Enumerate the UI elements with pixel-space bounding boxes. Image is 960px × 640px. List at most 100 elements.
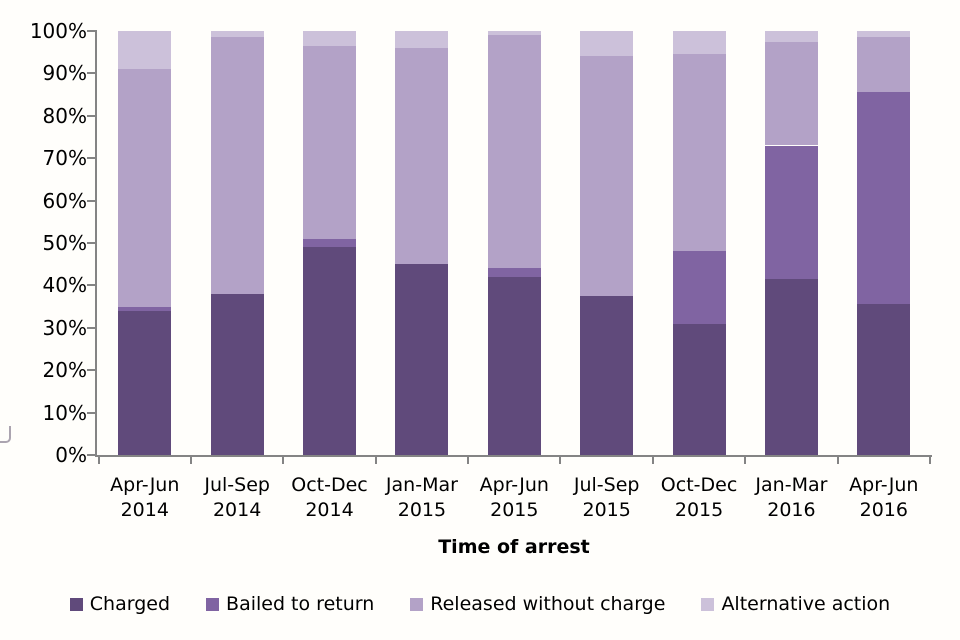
bar-oct-dec-2014 bbox=[303, 31, 357, 455]
y-tick-label-70: 70% bbox=[42, 146, 87, 171]
x-tick-mark-1 bbox=[189, 457, 192, 464]
segment-alternative-action bbox=[764, 31, 818, 42]
y-tick-mark-10 bbox=[87, 411, 95, 414]
bar-apr-jun-2016 bbox=[857, 31, 911, 455]
x-axis-line bbox=[95, 455, 932, 457]
x-label-quarter: Jan-Mar bbox=[385, 474, 458, 496]
y-tick-label-100: 100% bbox=[29, 19, 87, 43]
segment-released-without-charge bbox=[487, 35, 541, 269]
y-tick-label-40: 40% bbox=[42, 273, 87, 298]
segment-alternative-action bbox=[395, 31, 449, 48]
y-tick-mark-50 bbox=[87, 242, 95, 244]
x-tick-mark-3 bbox=[374, 457, 377, 464]
x-tick-mark-2 bbox=[282, 457, 285, 464]
legend-label-charged: Charged bbox=[89, 593, 171, 615]
bar-oct-dec-2015 bbox=[672, 31, 726, 455]
bar-jan-mar-2016 bbox=[764, 31, 818, 455]
x-label-year: 2015 bbox=[582, 499, 631, 521]
segment-bailed-to-return bbox=[672, 251, 726, 324]
x-label-year: 2014 bbox=[120, 499, 169, 521]
y-tick-label-60: 60% bbox=[42, 188, 87, 213]
segment-charged bbox=[764, 279, 818, 455]
x-label-quarter: Apr-Jun bbox=[479, 474, 549, 496]
legend-item-released-without-charge: Released without charge bbox=[410, 593, 665, 615]
x-tick-mark-9 bbox=[929, 457, 931, 464]
y-tick-mark-0 bbox=[87, 454, 95, 456]
y-axis-title-clipped-glyph bbox=[0, 426, 11, 443]
segment-bailed-to-return bbox=[857, 92, 911, 305]
x-label-quarter: Apr-Jun bbox=[110, 474, 180, 496]
x-tick-mark-0 bbox=[97, 457, 100, 464]
segment-alternative-action bbox=[672, 31, 726, 55]
legend-item-charged: Charged bbox=[69, 593, 171, 615]
legend-swatch-released-without-charge bbox=[410, 597, 424, 611]
x-label-jan-mar-2016: Jan-Mar 2016 bbox=[731, 473, 851, 523]
x-label-quarter: Apr-Jun bbox=[849, 474, 919, 496]
legend-label-released-without-charge: Released without charge bbox=[430, 593, 666, 615]
x-label-jul-sep-2015: Jul-Sep 2015 bbox=[547, 473, 667, 523]
segment-bailed-to-return bbox=[303, 238, 357, 248]
bar-apr-jun-2015 bbox=[487, 31, 541, 455]
x-label-year: 2015 bbox=[397, 499, 447, 521]
x-axis-title: Time of arrest bbox=[438, 536, 590, 558]
x-label-apr-jun-2014: Apr-Jun 2014 bbox=[85, 473, 205, 523]
segment-charged bbox=[303, 247, 357, 455]
segment-bailed-to-return bbox=[764, 145, 818, 280]
bar-jan-mar-2015 bbox=[395, 31, 449, 455]
y-tick-mark-80 bbox=[87, 114, 95, 117]
segment-released-without-charge bbox=[118, 69, 172, 307]
y-tick-label-90: 90% bbox=[42, 61, 87, 86]
x-tick-mark-6 bbox=[651, 457, 654, 464]
segment-alternative-action bbox=[303, 31, 357, 46]
x-label-apr-jun-2015: Apr-Jun 2015 bbox=[454, 473, 574, 523]
x-label-year: 2014 bbox=[212, 499, 262, 521]
bar-apr-jun-2014 bbox=[118, 31, 172, 455]
x-tick-mark-8 bbox=[836, 457, 839, 464]
legend-label-alternative-action: Alternative action bbox=[721, 593, 891, 615]
segment-released-without-charge bbox=[580, 56, 634, 296]
segment-charged bbox=[118, 310, 172, 455]
segment-charged bbox=[580, 296, 634, 455]
x-tick-mark-4 bbox=[467, 457, 470, 464]
x-label-quarter: Jul-Sep bbox=[573, 474, 640, 496]
segment-released-without-charge bbox=[764, 41, 818, 146]
y-tick-label-80: 80% bbox=[42, 103, 87, 128]
x-label-quarter: Oct-Dec bbox=[291, 474, 368, 496]
x-label-jul-sep-2014: Jul-Sep 2014 bbox=[177, 473, 297, 523]
y-axis-line bbox=[95, 30, 97, 457]
x-label-oct-dec-2015: Oct-Dec 2015 bbox=[639, 473, 759, 523]
segment-charged bbox=[395, 264, 449, 455]
x-label-apr-jun-2016: Apr-Jun 2016 bbox=[824, 473, 944, 523]
x-label-year: 2016 bbox=[859, 499, 908, 521]
y-tick-label-50: 50% bbox=[42, 231, 87, 255]
segment-charged bbox=[210, 293, 264, 455]
segment-bailed-to-return bbox=[118, 306, 172, 311]
segment-released-without-charge bbox=[395, 47, 449, 265]
x-tick-mark-5 bbox=[559, 457, 562, 464]
segment-released-without-charge bbox=[303, 45, 357, 239]
segment-released-without-charge bbox=[672, 54, 726, 252]
segment-charged bbox=[857, 304, 911, 455]
segment-alternative-action bbox=[487, 31, 541, 36]
y-tick-label-30: 30% bbox=[42, 315, 87, 340]
legend-swatch-charged bbox=[69, 597, 83, 611]
segment-released-without-charge bbox=[857, 37, 911, 93]
y-tick-mark-30 bbox=[87, 326, 95, 329]
y-tick-label-0: 0% bbox=[55, 443, 87, 467]
x-label-jan-mar-2015: Jan-Mar 2015 bbox=[362, 473, 482, 523]
y-tick-mark-40 bbox=[87, 284, 95, 287]
y-tick-label-20: 20% bbox=[42, 358, 87, 383]
y-tick-mark-90 bbox=[87, 72, 95, 75]
bar-jul-sep-2014 bbox=[210, 31, 264, 455]
segment-alternative-action bbox=[580, 31, 634, 57]
legend-item-alternative-action: Alternative action bbox=[701, 593, 890, 615]
x-label-quarter: Jul-Sep bbox=[204, 474, 270, 496]
segment-alternative-action bbox=[210, 31, 264, 38]
segment-released-without-charge bbox=[210, 37, 264, 294]
segment-alternative-action bbox=[118, 31, 172, 70]
bar-jul-sep-2015 bbox=[580, 31, 634, 455]
y-tick-mark-60 bbox=[87, 199, 95, 202]
legend-swatch-alternative-action bbox=[701, 597, 715, 611]
x-tick-mark-7 bbox=[744, 457, 747, 464]
